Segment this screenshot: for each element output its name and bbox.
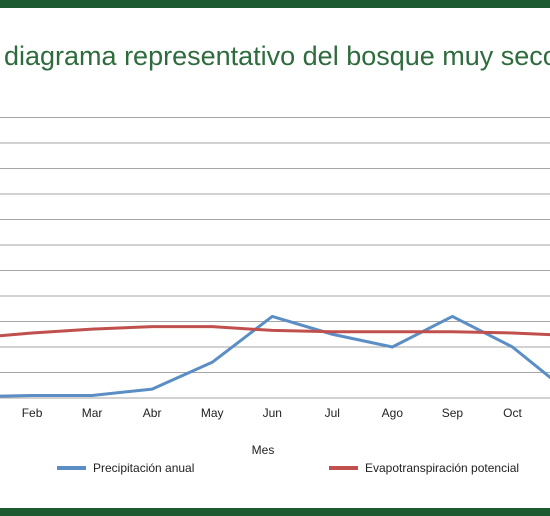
x-tick-labels: Feb Mar Abr May Jun Jul Ago Sep Oct — [22, 406, 523, 420]
grid — [0, 117, 550, 399]
x-tick-label: Feb — [22, 406, 43, 420]
x-tick-label: Jul — [325, 406, 340, 420]
x-tick-label: May — [201, 406, 224, 420]
x-tick-label: Abr — [143, 406, 162, 420]
legend-label: Precipitación anual — [93, 461, 194, 475]
legend-label: Evapotranspiración potencial — [365, 461, 519, 475]
plot-area — [0, 314, 550, 398]
x-tick-label: Mar — [82, 406, 103, 420]
x-tick-label: Sep — [442, 406, 464, 420]
x-tick-label: Ago — [382, 406, 404, 420]
data-line — [0, 314, 550, 398]
legend: Precipitación anual Evapotranspiración po… — [57, 461, 519, 475]
bottom-bar — [0, 508, 550, 516]
x-axis-label: Mes — [252, 443, 275, 457]
data-line — [0, 325, 550, 338]
x-tick-label: Oct — [503, 406, 522, 420]
chart-title: diagrama representativo del bosque muy s… — [4, 41, 550, 71]
top-bar — [0, 0, 550, 8]
x-tick-label: Jun — [263, 406, 282, 420]
